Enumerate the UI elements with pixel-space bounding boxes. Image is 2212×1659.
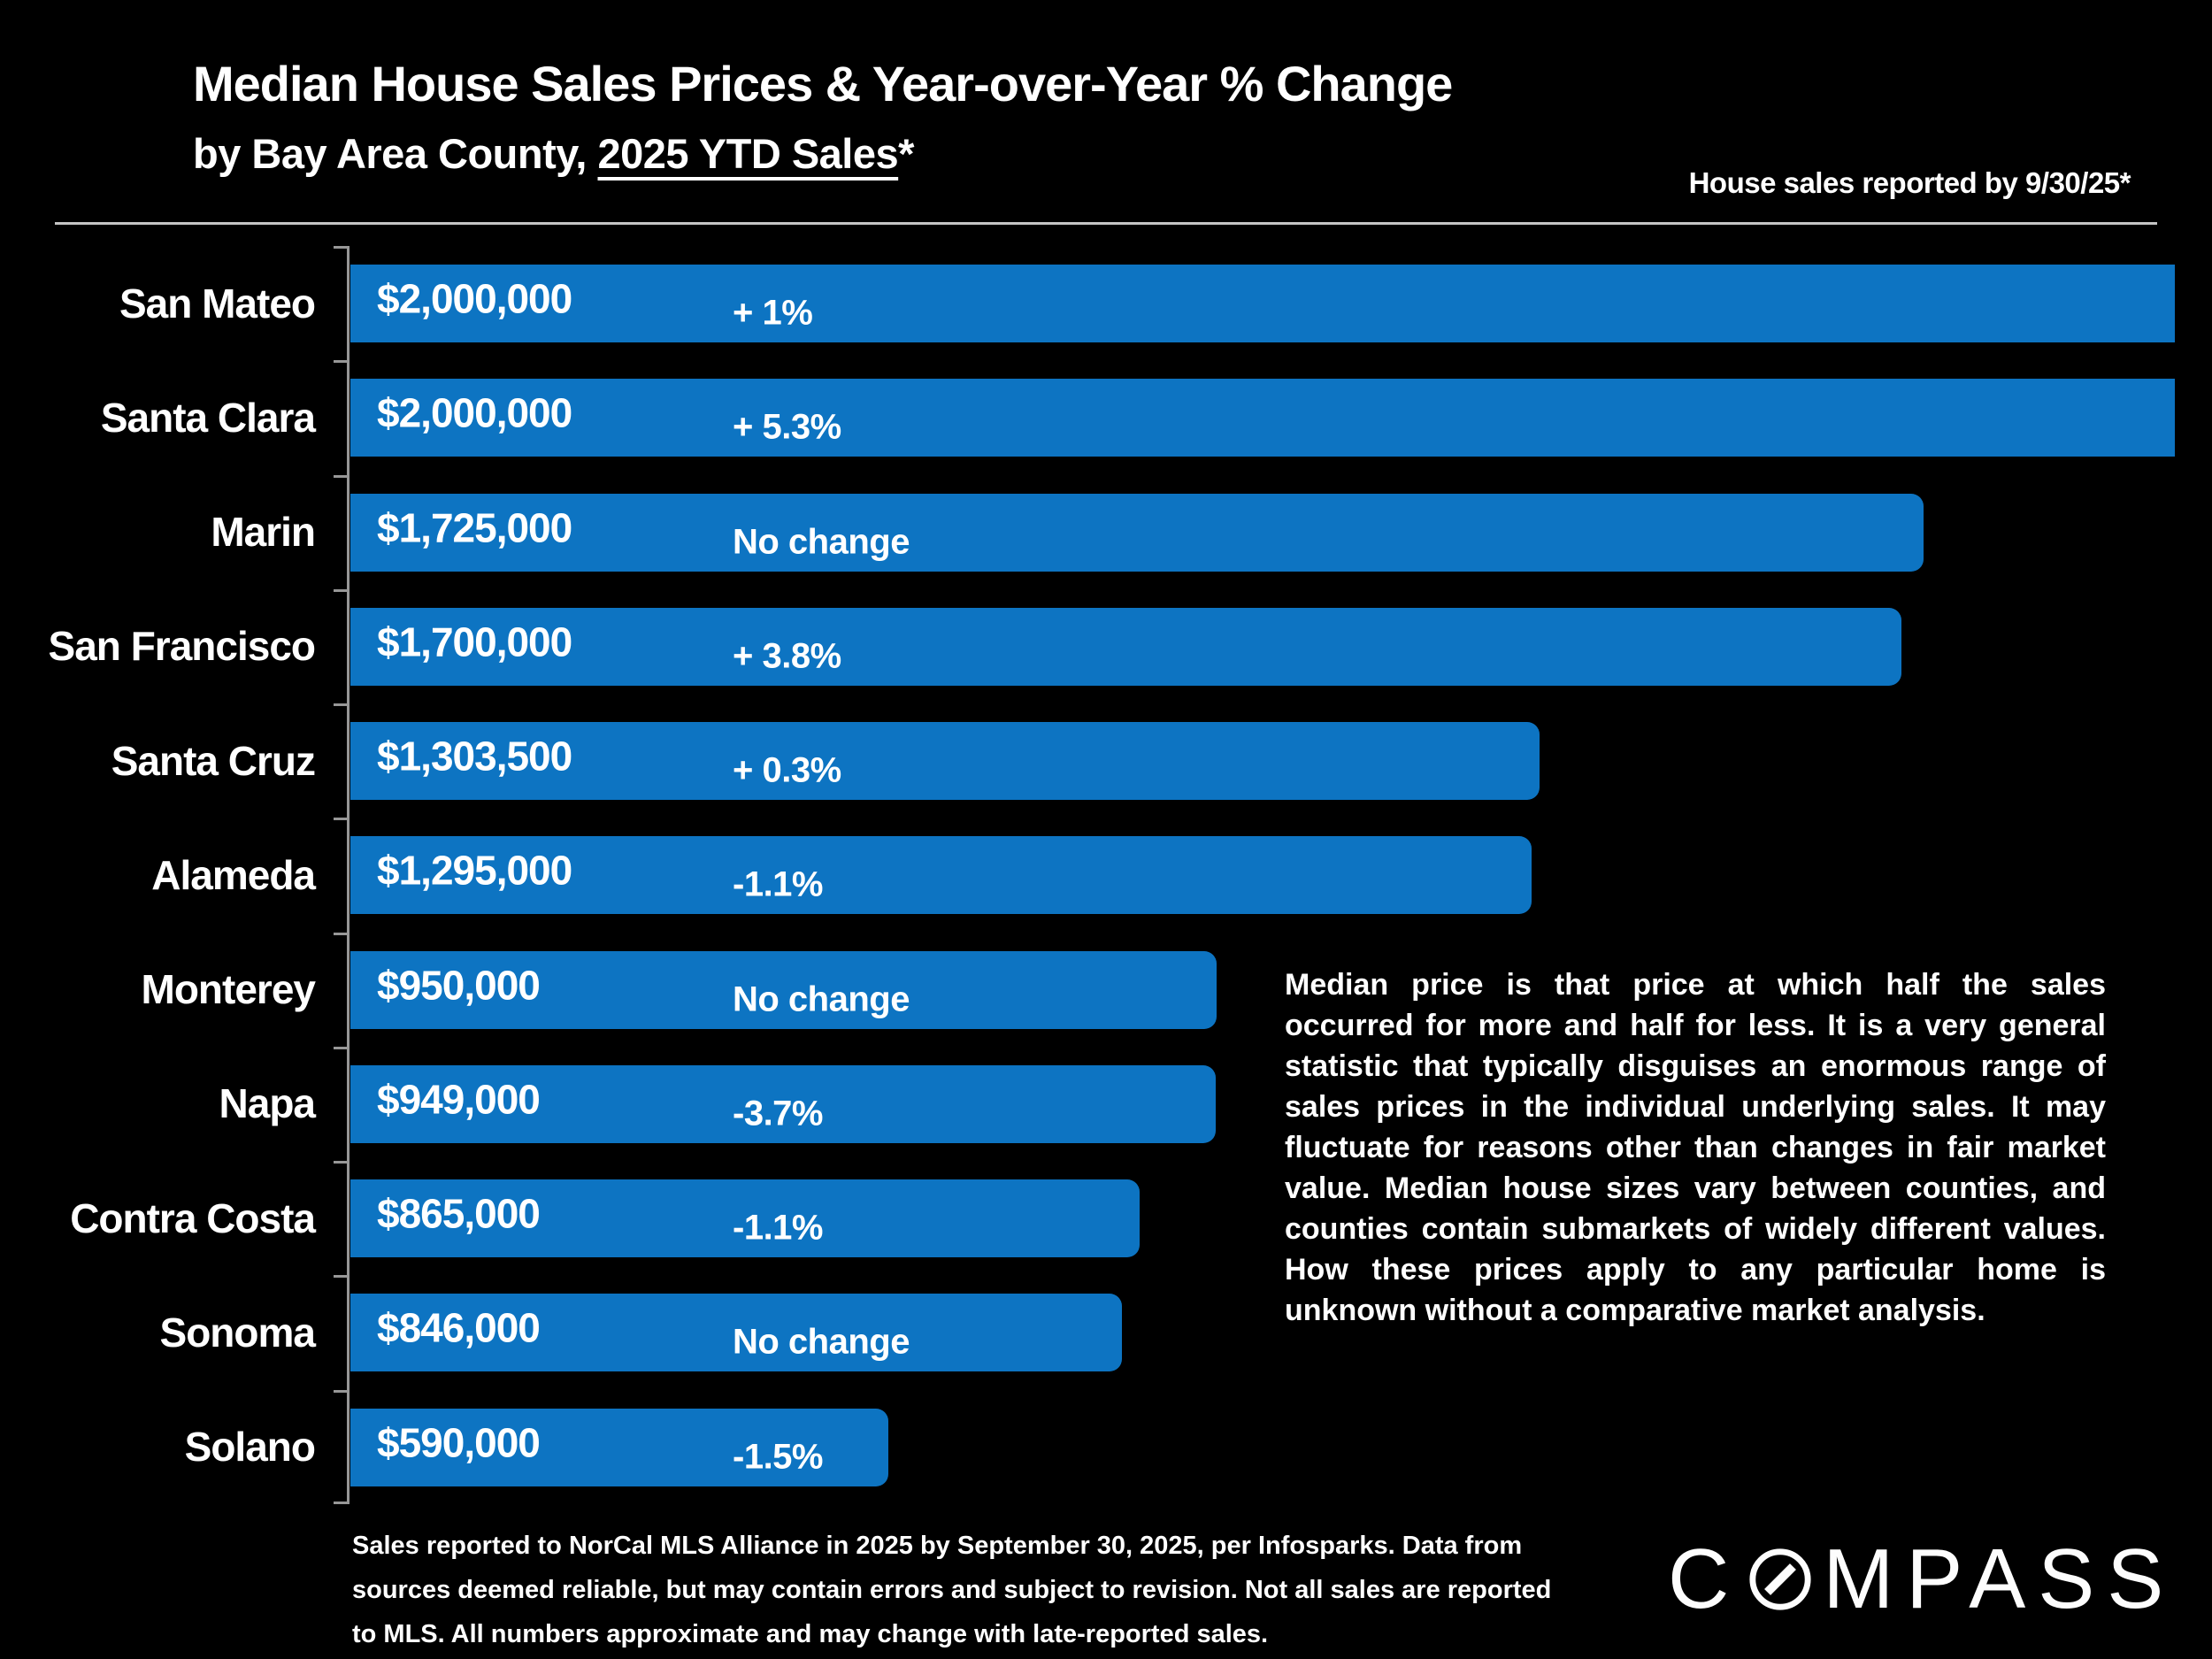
axis-tick [334, 932, 348, 935]
axis-tick [334, 703, 348, 707]
header-divider [55, 222, 2157, 225]
axis-tick [334, 1275, 348, 1279]
chart-row: San Francisco $1,700,000 + 3.8% [0, 589, 2212, 703]
county-label: Solano [184, 1424, 316, 1471]
county-label: Sonoma [159, 1309, 316, 1356]
county-label: Contra Costa [70, 1194, 316, 1241]
chart-row: Contra Costa $865,000 -1.1% [0, 1161, 2212, 1275]
axis-tick [334, 1502, 348, 1504]
logo-letter-c: C [1668, 1532, 1742, 1626]
price-label: $950,000 [377, 962, 541, 1009]
price-bar: $865,000 -1.1% [350, 1179, 1140, 1258]
axis-tick [334, 360, 348, 364]
subtitle-asterisk: * [898, 130, 914, 177]
axis-tick [334, 1046, 348, 1049]
yoy-change-label: No change [733, 979, 910, 1018]
yoy-change-label: -1.5% [733, 1436, 824, 1476]
axis-tick [334, 818, 348, 821]
chart-row: Alameda $1,295,000 -1.1% [0, 818, 2212, 932]
yoy-change-label: No change [733, 1322, 910, 1362]
compass-o-needle-icon [1749, 1548, 1811, 1610]
axis-tick [334, 588, 348, 592]
price-bar: $2,000,000 + 5.3% [350, 379, 2175, 457]
price-label: $1,725,000 [377, 504, 572, 551]
footnote-text: Sales reported to NorCal MLS Alliance in… [352, 1532, 1552, 1648]
subtitle-prefix: by Bay Area County, [193, 130, 598, 177]
chart-row: Santa Clara $2,000,000 + 5.3% [0, 360, 2212, 474]
yoy-change-label: -3.7% [733, 1094, 824, 1133]
y-axis-line [347, 246, 349, 1504]
price-bar: $1,295,000 -1.1% [350, 836, 1532, 915]
price-bar: $1,725,000 No change [350, 493, 1924, 572]
axis-tick [334, 1161, 348, 1164]
bar-chart: San Mateo $2,000,000 + 1% Santa Clara $2,000… [0, 246, 2212, 1504]
report-date-note: House sales reported by 9/30/25* [1688, 166, 2131, 199]
price-label: $1,700,000 [377, 618, 572, 665]
yoy-change-label: + 0.3% [733, 750, 841, 790]
explainer-text: Median price is that price at which half… [1285, 968, 2106, 1327]
page-title: Median House Sales Prices & Year-over-Ye… [193, 56, 1453, 111]
chart-row: Monterey $950,000 No change [0, 933, 2212, 1047]
axis-tick [334, 474, 348, 478]
yoy-change-label: No change [733, 521, 910, 561]
chart-row: Marin $1,725,000 No change [0, 475, 2212, 589]
price-bar: $846,000 No change [350, 1294, 1122, 1372]
price-label: $1,295,000 [377, 847, 572, 894]
compass-logo: C MPASS [1668, 1531, 2176, 1628]
county-label: Santa Clara [100, 394, 316, 441]
yoy-change-label: -1.1% [733, 1208, 824, 1248]
county-label: San Mateo [119, 280, 316, 326]
yoy-change-label: + 3.8% [733, 636, 841, 676]
price-bar: $1,700,000 + 3.8% [350, 607, 1901, 686]
axis-tick [334, 246, 348, 249]
price-label: $949,000 [377, 1076, 541, 1123]
chart-row: Napa $949,000 -3.7% [0, 1047, 2212, 1161]
price-label: $2,000,000 [377, 275, 572, 322]
logo-letters-mpass: MPASS [1823, 1532, 2177, 1626]
axis-tick [334, 1389, 348, 1393]
price-label: $2,000,000 [377, 389, 572, 436]
price-bar: $590,000 -1.5% [350, 1408, 888, 1486]
price-bar: $950,000 No change [350, 950, 1217, 1029]
price-label: $846,000 [377, 1305, 541, 1352]
county-label: Alameda [151, 851, 316, 898]
yoy-change-label: + 5.3% [733, 407, 841, 447]
chart-row: Solano $590,000 -1.5% [0, 1390, 2212, 1504]
county-label: San Francisco [48, 623, 316, 670]
price-label: $865,000 [377, 1190, 541, 1237]
county-label: Monterey [141, 966, 316, 1013]
county-label: Marin [211, 509, 316, 556]
chart-row: San Mateo $2,000,000 + 1% [0, 246, 2212, 360]
yoy-change-label: -1.1% [733, 864, 824, 904]
price-bar: $949,000 -3.7% [350, 1064, 1216, 1143]
chart-row: Santa Cruz $1,303,500 + 0.3% [0, 703, 2212, 818]
county-label: Santa Cruz [111, 737, 316, 784]
price-label: $590,000 [377, 1419, 541, 1466]
page-subtitle: by Bay Area County, 2025 YTD Sales* [193, 129, 914, 178]
county-label: Napa [219, 1080, 316, 1127]
yoy-change-label: + 1% [733, 293, 813, 333]
price-label: $1,303,500 [377, 733, 572, 780]
subtitle-underlined: 2025 YTD Sales [597, 130, 899, 177]
chart-row: Sonoma $846,000 No change [0, 1275, 2212, 1389]
price-bar: $1,303,500 + 0.3% [350, 722, 1540, 801]
price-bar: $2,000,000 + 1% [350, 265, 2175, 342]
